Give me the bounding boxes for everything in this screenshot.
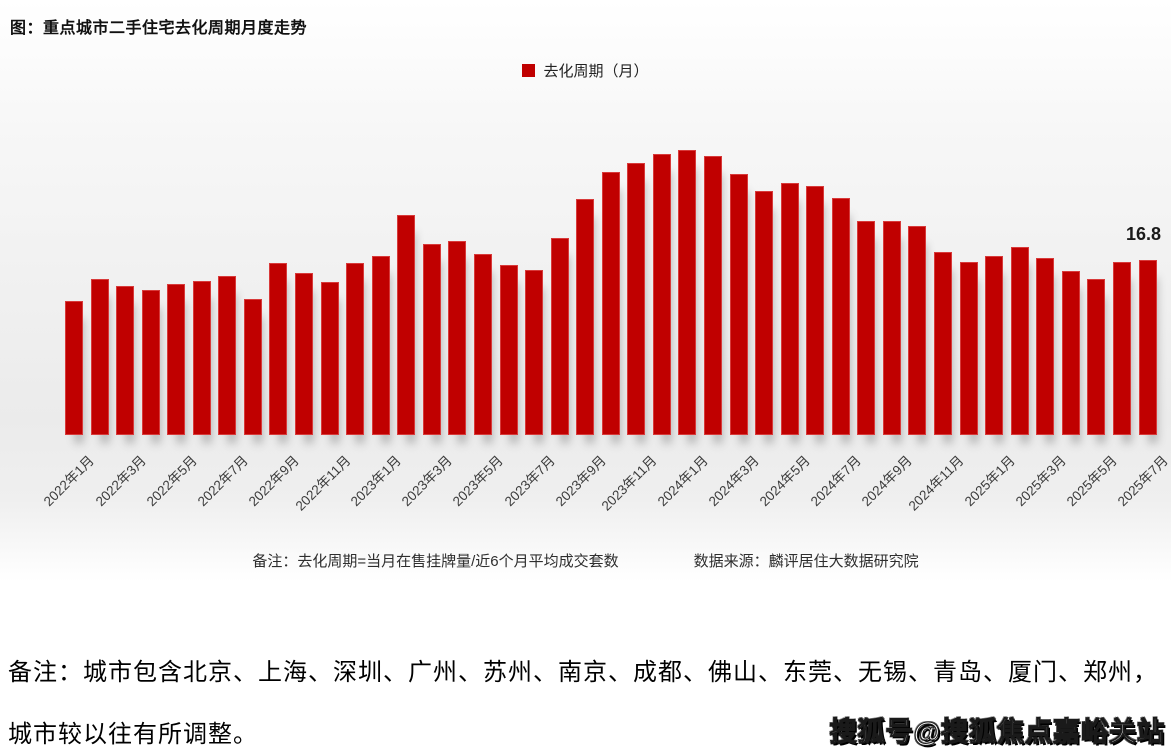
bar-2024年5月 — [780, 183, 799, 435]
x-axis-label: 2025年7月 — [1114, 452, 1171, 510]
watermark: 搜狐号@搜狐焦点嘉峪关站 — [829, 717, 1165, 748]
chart-figure: 图：重点城市二手住宅去化周期月度走势 去化周期（月） 2022年1月 2022年3… — [0, 0, 1171, 582]
bottom-note-line-1: 备注：城市包含北京、上海、深圳、广州、苏州、南京、成都、佛山、东莞、无锡、青岛、… — [8, 660, 1158, 686]
bar-2024年10月 — [908, 225, 927, 435]
bar-2023年10月 — [601, 171, 620, 435]
x-axis-label: 2022年1月 — [41, 452, 98, 510]
x-axis-label: 2024年5月 — [756, 452, 814, 510]
bar-2024年3月 — [729, 173, 748, 435]
x-axis-label: 2023年3月 — [399, 452, 456, 510]
x-axis-label: 2025年3月 — [1012, 452, 1069, 510]
bar-2023年6月 — [499, 265, 518, 435]
chart-footnote: 备注：去化周期=当月在售挂牌量/近6个月平均成交套数 — [252, 553, 619, 570]
bar-2025年2月 — [1010, 246, 1029, 435]
x-axis-label: 2023年7月 — [501, 452, 558, 510]
bar-2023年12月 — [652, 154, 671, 435]
x-axis-label: 2025年1月 — [961, 452, 1018, 510]
bar-2023年8月 — [550, 238, 569, 435]
bottom-note-line-2: 城市较以往有所调整。 — [8, 722, 258, 748]
legend: 去化周期（月） — [0, 60, 1171, 81]
x-axis-label: 2024年11月 — [905, 452, 967, 514]
bar-2025年7月 — [1138, 260, 1157, 435]
x-axis-label: 2022年5月 — [143, 452, 200, 510]
x-axis-label: 2024年7月 — [807, 452, 865, 510]
bar-2024年1月 — [678, 150, 697, 435]
legend-swatch-icon — [522, 64, 536, 77]
bar-2022年6月 — [192, 281, 211, 435]
bar-2022年5月 — [167, 284, 186, 435]
bar-2024年12月 — [959, 262, 978, 435]
bar-2023年3月 — [422, 243, 441, 435]
bar-2022年9月 — [269, 263, 288, 435]
bar-2022年4月 — [141, 290, 160, 435]
bar-2023年7月 — [525, 269, 544, 435]
x-axis-label: 2024年3月 — [705, 452, 762, 510]
x-axis-label: 2024年1月 — [654, 452, 711, 510]
bar-2024年2月 — [704, 156, 722, 435]
bar-2025年3月 — [1036, 258, 1055, 435]
chart-source: 数据来源：麟评居住大数据研究院 — [693, 553, 919, 570]
bar-2023年9月 — [576, 198, 595, 435]
bar-2025年4月 — [1061, 270, 1080, 435]
bar-2024年6月 — [806, 186, 825, 435]
bar-2023年5月 — [473, 254, 492, 435]
bar-2022年12月 — [346, 263, 365, 435]
bar-2022年11月 — [320, 282, 339, 435]
bar-2025年1月 — [985, 256, 1004, 435]
x-axis-label: 2023年5月 — [450, 452, 507, 510]
bar-2024年8月 — [857, 220, 876, 435]
bar-2022年3月 — [116, 286, 135, 435]
chart-footnotes: 备注：去化周期=当月在售挂牌量/近6个月平均成交套数 数据来源：麟评居住大数据研… — [0, 550, 1171, 571]
bar-2023年2月 — [397, 214, 416, 435]
chart-title: 图：重点城市二手住宅去化周期月度走势 — [10, 20, 308, 37]
bar-plot: 2022年1月 2022年3月 2022年5月 2022年7月 2022年9月 2022年… — [41, 150, 1171, 514]
bar-2022年2月 — [90, 279, 109, 435]
bar-2024年4月 — [755, 190, 774, 435]
bar-2022年10月 — [295, 272, 314, 435]
bar-2023年4月 — [448, 240, 467, 435]
x-axis-label: 2022年3月 — [92, 452, 149, 510]
bar-2024年9月 — [882, 220, 901, 435]
bar-2022年7月 — [218, 275, 237, 435]
bar-2023年1月 — [371, 256, 390, 435]
x-axis-label: 2022年7月 — [194, 452, 251, 510]
x-axis-label: 2025年5月 — [1063, 452, 1120, 510]
bar-2024年7月 — [831, 197, 850, 435]
bar-2022年1月 — [65, 300, 83, 435]
last-bar-value-label: 16.8 — [1125, 224, 1161, 244]
legend-label: 去化周期（月） — [543, 63, 649, 80]
bar-2023年11月 — [627, 162, 646, 435]
bar-2025年5月 — [1087, 279, 1106, 435]
x-axis-label: 2023年1月 — [347, 452, 405, 510]
bar-2025年6月 — [1112, 262, 1131, 435]
bar-2022年8月 — [243, 298, 262, 435]
bar-2024年11月 — [934, 251, 953, 435]
